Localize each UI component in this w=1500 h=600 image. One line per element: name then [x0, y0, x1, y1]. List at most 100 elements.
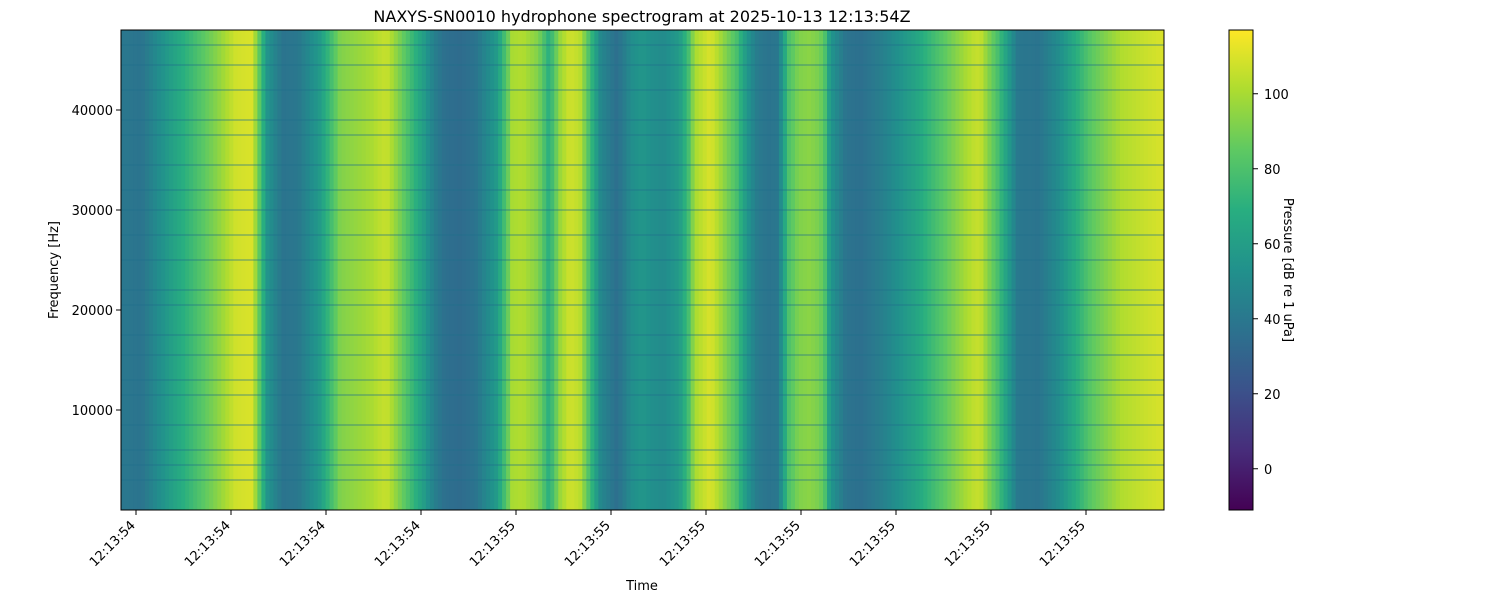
heatmap-cell: [959, 30, 965, 510]
heatmap-cell: [490, 30, 495, 510]
heatmap-cell: [1107, 30, 1113, 510]
heatmap-cell: [610, 30, 616, 510]
heatmap-cell: [429, 30, 435, 510]
heatmap-cell: [137, 30, 142, 510]
heatmap-cell: [879, 30, 884, 510]
heatmap-cell: [457, 30, 463, 510]
x-tick-label: 12:13:54: [277, 518, 329, 570]
heatmap-cell: [482, 30, 487, 510]
heatmap-cell: [1151, 30, 1157, 510]
heatmap-cell: [1051, 30, 1057, 510]
heatmap-cell: [1007, 30, 1013, 510]
heatmap-cell: [955, 30, 961, 510]
heatmap-cell: [887, 30, 892, 510]
frequency-striations: [121, 44, 1164, 481]
heatmap-cell: [461, 30, 467, 510]
heatmap-cell: [871, 30, 876, 510]
heatmap-cell: [1127, 30, 1133, 510]
frequency-striation: [121, 394, 1164, 396]
heatmap-cell: [157, 30, 162, 510]
frequency-striation: [121, 164, 1164, 166]
heatmap-cell: [133, 30, 138, 510]
heatmap-cell: [526, 30, 531, 510]
y-tick-label: 30000: [72, 204, 113, 219]
heatmap-cell: [903, 30, 908, 510]
heatmap-cell: [401, 30, 407, 510]
colorbar-tick-label: 20: [1264, 388, 1281, 403]
heatmap-cell: [562, 30, 567, 510]
heatmap-cell: [373, 30, 379, 510]
heatmap-cell: [281, 30, 287, 510]
heatmap-cell: [349, 30, 355, 510]
heatmap-cell: [213, 30, 218, 510]
heatmap-cell: [185, 30, 190, 510]
frequency-striation: [121, 44, 1164, 46]
heatmap-cell: [1115, 30, 1121, 510]
y-tick-label: 40000: [72, 104, 113, 119]
heatmap-cell: [197, 30, 202, 510]
heatmap-cell: [389, 30, 395, 510]
heatmap-cell: [474, 30, 479, 510]
heatmap-cell: [253, 30, 258, 510]
colorbar-tick-label: 60: [1264, 238, 1281, 253]
heatmap-cell: [510, 30, 515, 510]
heatmap-cell: [674, 30, 680, 510]
heatmap-cell: [566, 30, 571, 510]
heatmap-cell: [582, 30, 587, 510]
heatmap-cell: [927, 30, 932, 510]
colorbar-tick-label: 0: [1264, 463, 1272, 478]
heatmap-cell: [1011, 30, 1017, 510]
heatmap-cell: [169, 30, 174, 510]
heatmap-cell: [606, 30, 612, 510]
heatmap-cell: [598, 30, 603, 510]
heatmap-cell: [1131, 30, 1137, 510]
heatmap-cell: [666, 30, 672, 510]
heatmap-cell: [237, 30, 242, 510]
heatmap-cell: [907, 30, 912, 510]
heatmap-cell: [594, 30, 599, 510]
plot-area: [121, 30, 1164, 510]
heatmap-cell: [221, 30, 226, 510]
heatmap-cell: [891, 30, 896, 510]
heatmap-cell: [534, 30, 539, 510]
heatmap-cell: [1087, 30, 1093, 510]
heatmap-cell: [393, 30, 399, 510]
heatmap-cell: [285, 30, 291, 510]
heatmap-cell: [293, 30, 299, 510]
heatmap-cell: [662, 30, 668, 510]
heatmap-cell: [843, 30, 848, 510]
heatmap-cell: [1147, 30, 1153, 510]
heatmap-cell: [1039, 30, 1045, 510]
heatmap-cell: [321, 30, 327, 510]
heatmap-cell: [847, 30, 852, 510]
colorbar-axis: 0 20 40 60 80 100: [1253, 88, 1289, 478]
frequency-striation: [121, 479, 1164, 481]
heatmap-cell: [570, 30, 575, 510]
heatmap-cell: [453, 30, 459, 510]
colorbar: [1228, 29, 1254, 511]
heatmap-cell: [794, 30, 800, 510]
heatmap-cell: [670, 30, 676, 510]
heatmap-cell: [550, 30, 555, 510]
heatmap-cell: [766, 30, 772, 510]
heatmap-cell: [433, 30, 439, 510]
heatmap-cell: [441, 30, 447, 510]
frequency-striation: [121, 289, 1164, 291]
frequency-striation: [121, 334, 1164, 336]
x-tick-label: 12:13:54: [87, 518, 139, 570]
heatmap-cell: [806, 30, 812, 510]
heatmap-cell: [494, 30, 499, 510]
heatmap-cell: [951, 30, 956, 510]
heatmap-cell: [742, 30, 748, 510]
frequency-striation: [121, 449, 1164, 451]
frequency-striation: [121, 379, 1164, 381]
heatmap-cell: [369, 30, 375, 510]
heatmap-cell: [1031, 30, 1037, 510]
heatmap-cell: [173, 30, 178, 510]
heatmap-cell: [646, 30, 652, 510]
heatmap-cell: [614, 30, 620, 510]
heatmap-cell: [129, 30, 134, 510]
heatmap-cell: [967, 30, 973, 510]
heatmap-cell: [546, 30, 551, 510]
heatmap-cell: [702, 30, 708, 510]
